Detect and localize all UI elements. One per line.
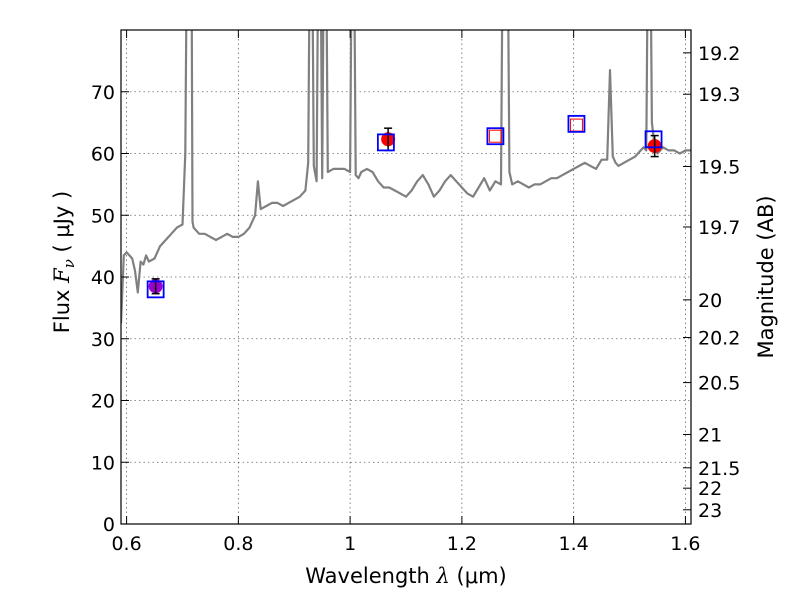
y2-tick-label: 21.5 [698, 458, 740, 480]
model-band-flux-marker [146, 280, 165, 299]
y-axis-label-symbol: F [50, 267, 74, 284]
y2-tick-label: 19.5 [698, 156, 740, 178]
y2-tick-label: 20 [698, 290, 722, 312]
y2-tick-label: 22 [698, 478, 722, 500]
y2-tick-label: 23 [698, 500, 722, 522]
markers-layer [146, 114, 663, 299]
model-band-flux-marker [376, 133, 395, 152]
model-spectrum-layer [121, 30, 691, 324]
y-tick-label: 0 [103, 514, 115, 536]
model-band-flux-marker [644, 130, 663, 149]
y-axis-label-subscript: ν [60, 259, 78, 268]
model-band-flux-marker [567, 114, 586, 133]
y2-tick-label: 21 [698, 424, 722, 446]
ticks: 0.6 0.8 1 1.2 1.4 1.6 0 10 20 30 40 50 60 70 19.2 19.3 1… [91, 30, 740, 555]
x-tick-label: 1.4 [559, 533, 589, 555]
x-tick-label: 1.2 [447, 533, 477, 555]
y-tick-label: 50 [91, 205, 115, 227]
y2-tick-label: 19.7 [698, 217, 740, 239]
y-tick-label: 20 [91, 391, 115, 413]
y-tick-label: 10 [91, 452, 115, 474]
x-axis-label: Wavelength λ (μm) [305, 564, 506, 588]
x-axis-label-unit: (μm) [457, 564, 507, 588]
y2-axis-label: Magnitude (AB) [754, 195, 778, 358]
y-axis-label: Flux Fν ( μJy ) [50, 191, 78, 333]
model-spectrum-line [121, 30, 691, 324]
x-tick-label: 1 [344, 533, 356, 555]
y-tick-label: 70 [91, 82, 115, 104]
y2-tick-label: 19.3 [698, 84, 740, 106]
x-axis-label-text: Wavelength [305, 564, 430, 588]
x-tick-label: 0.6 [111, 533, 141, 555]
predicted-flux-marker [488, 129, 502, 143]
y-tick-label: 40 [91, 267, 115, 289]
y-axis-label-text: Flux [50, 290, 74, 334]
model-band-flux-marker [486, 127, 505, 146]
x-axis-label-symbol: λ [436, 564, 450, 588]
x-tick-label: 1.6 [670, 533, 700, 555]
x-tick-label: 0.8 [223, 533, 253, 555]
y2-tick-label: 20.2 [698, 328, 740, 350]
y-axis-label-unit: ( μJy ) [50, 191, 74, 253]
y-tick-label: 30 [91, 329, 115, 351]
y-tick-label: 60 [91, 144, 115, 166]
y2-tick-label: 19.2 [698, 43, 740, 65]
y2-tick-label: 20.5 [698, 373, 740, 395]
